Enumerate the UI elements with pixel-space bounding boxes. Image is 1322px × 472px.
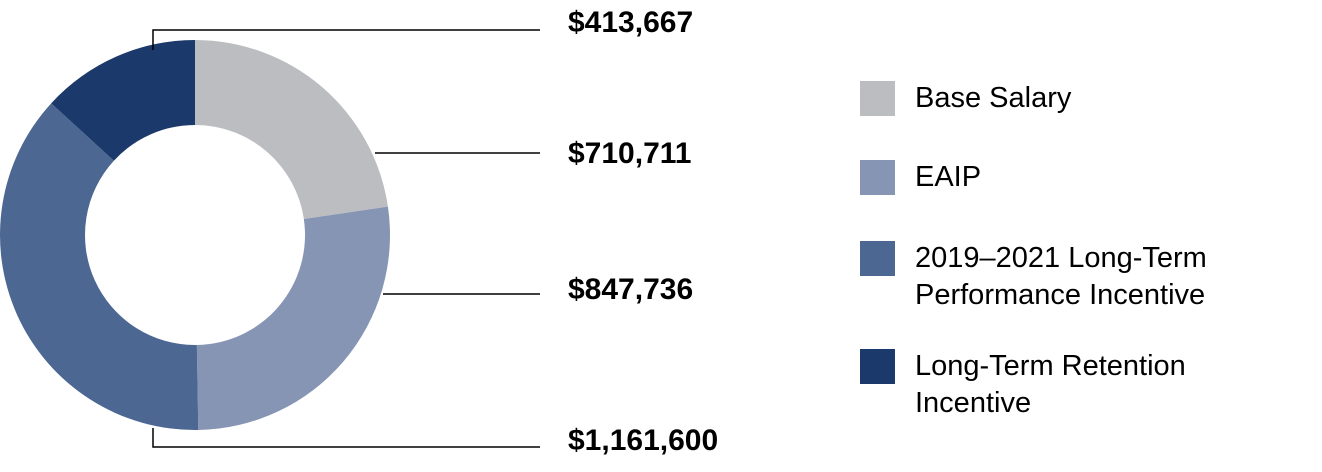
legend-item: Base Salary [860,80,1260,117]
donut-chart: $710,711 $847,736 $1,161,600 $413,667 [0,6,718,457]
legend-swatch [860,160,895,195]
leader-line [152,29,540,50]
legend-label: Long-Term Retention Incentive [915,350,1186,419]
value-label: $847,736 [568,273,693,306]
leader-line [152,428,540,448]
legend-label: 2019–2021 Long-Term Performance Incentiv… [915,242,1207,311]
legend-swatch [860,81,895,116]
legend-item: Long-Term Retention Incentive [860,348,1260,422]
value-label: $413,667 [568,6,693,39]
donut-segment [51,39,196,161]
legend-item: EAIP [860,159,1260,196]
legend-item: 2019–2021 Long-Term Performance Incentiv… [860,240,1260,314]
donut-segment [195,40,388,220]
legend-swatch [860,349,895,384]
donut-segment [196,206,390,430]
value-label: $1,161,600 [568,424,718,457]
legend-label: Base Salary [915,82,1072,114]
legend-label: EAIP [915,161,982,193]
value-label: $710,711 [568,137,691,170]
legend-swatch [860,241,895,276]
donut-segment [0,103,199,431]
